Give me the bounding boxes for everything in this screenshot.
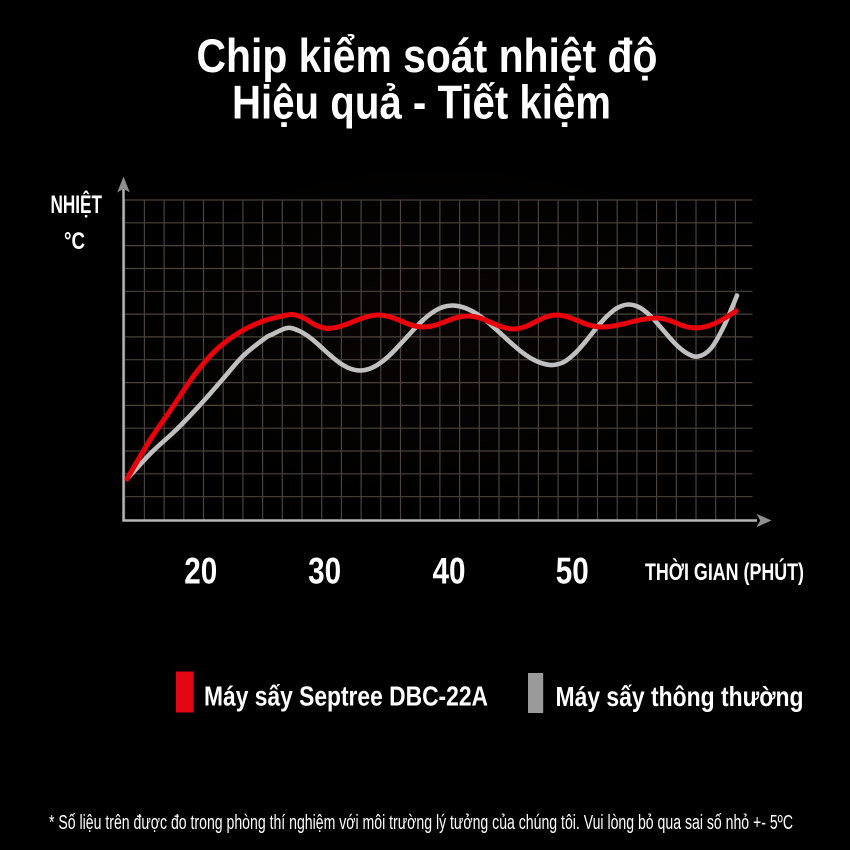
svg-text:Máy sấy thông thường: Máy sấy thông thường (556, 681, 804, 712)
svg-text:°C: °C (64, 228, 85, 255)
svg-text:40: 40 (433, 551, 466, 592)
svg-text:Chip kiểm soát nhiệt độ: Chip kiểm soát nhiệt độ (197, 29, 658, 82)
svg-text:50: 50 (556, 551, 589, 592)
svg-text:20: 20 (184, 551, 217, 592)
svg-text:* Số liệu trên được đo trong p: * Số liệu trên được đo trong phòng thí n… (49, 812, 793, 834)
svg-text:THỜI GIAN (PHÚT): THỜI GIAN (PHÚT) (645, 558, 804, 586)
svg-text:NHIỆT: NHIỆT (50, 189, 102, 219)
svg-text:Hiệu quả - Tiết kiệm: Hiệu quả - Tiết kiệm (232, 76, 611, 129)
svg-text:Máy sấy Septree DBC-22A: Máy sấy Septree DBC-22A (204, 681, 488, 712)
svg-text:30: 30 (308, 551, 341, 592)
